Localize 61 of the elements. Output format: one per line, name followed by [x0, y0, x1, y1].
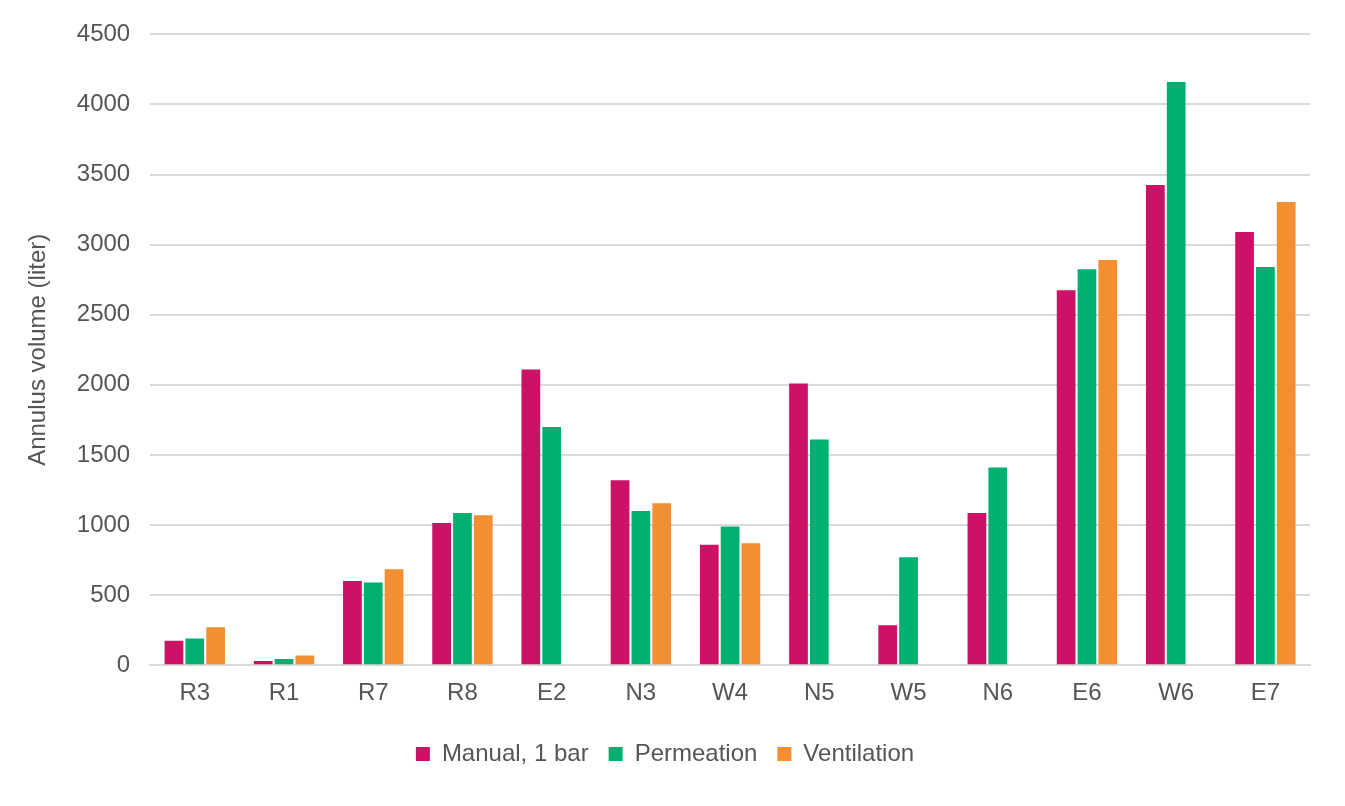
- legend-label: Ventilation: [803, 738, 915, 766]
- bar: [741, 543, 761, 665]
- y-tick-label: 3500: [76, 159, 131, 187]
- legend-label: Permeation: [634, 738, 758, 766]
- bar: [274, 658, 294, 665]
- bar: [1235, 232, 1254, 665]
- bar: [521, 369, 541, 665]
- x-tick-label: R7: [357, 678, 389, 706]
- y-tick-label: 1000: [76, 509, 131, 537]
- bar: [1098, 260, 1118, 665]
- y-tick-label: 1500: [76, 439, 131, 467]
- x-tick-label: R1: [268, 678, 300, 706]
- x-tick-label: W4: [712, 678, 749, 706]
- bar: [988, 467, 1008, 665]
- x-tick-label: W5: [890, 678, 927, 706]
- y-tick-label: 0: [116, 649, 131, 677]
- bar: [1056, 290, 1076, 665]
- bar: [631, 511, 651, 665]
- bar: [1166, 82, 1186, 665]
- bar: [164, 640, 184, 665]
- bar: [432, 522, 451, 665]
- bar: [1276, 201, 1296, 665]
- bar: [384, 569, 404, 665]
- x-tick-label: E6: [1072, 678, 1102, 706]
- bar: [652, 503, 672, 665]
- x-tick-label: E2: [536, 678, 567, 706]
- y-tick-label: 500: [90, 579, 131, 607]
- bar: [789, 383, 808, 665]
- bar: [343, 581, 362, 665]
- bar: [473, 515, 493, 665]
- y-tick-label: 2500: [76, 299, 131, 327]
- bar: [720, 526, 740, 665]
- bar: [542, 426, 562, 665]
- x-tick-label: R3: [179, 678, 211, 706]
- y-tick-label: 3000: [76, 229, 131, 257]
- bar: [206, 627, 225, 665]
- bar: [1077, 269, 1097, 665]
- x-tick-label: R8: [447, 678, 478, 706]
- x-tick-label: N3: [625, 678, 657, 706]
- y-axis-title: Annulus volume (liter): [23, 233, 51, 466]
- bar: [899, 557, 918, 665]
- y-tick-label: 4000: [76, 89, 131, 117]
- x-tick-label: N6: [982, 678, 1014, 706]
- y-tick-label: 2000: [76, 369, 131, 397]
- x-tick-label: N5: [803, 678, 835, 706]
- bar: [185, 638, 205, 665]
- bar: [1145, 185, 1165, 665]
- bar: [453, 513, 472, 665]
- bar: [699, 544, 719, 665]
- bar: [253, 661, 273, 665]
- bar: [878, 625, 898, 665]
- bar: [809, 439, 829, 665]
- y-tick-label: 4500: [76, 19, 131, 47]
- bar: [1256, 267, 1275, 665]
- legend-label: Manual, 1 bar: [441, 738, 589, 766]
- bar: [363, 582, 383, 665]
- x-tick-label: W6: [1158, 678, 1195, 706]
- x-tick-label: E7: [1250, 678, 1281, 706]
- bar: [295, 655, 315, 665]
- bar: [967, 513, 987, 665]
- bar: [610, 480, 630, 665]
